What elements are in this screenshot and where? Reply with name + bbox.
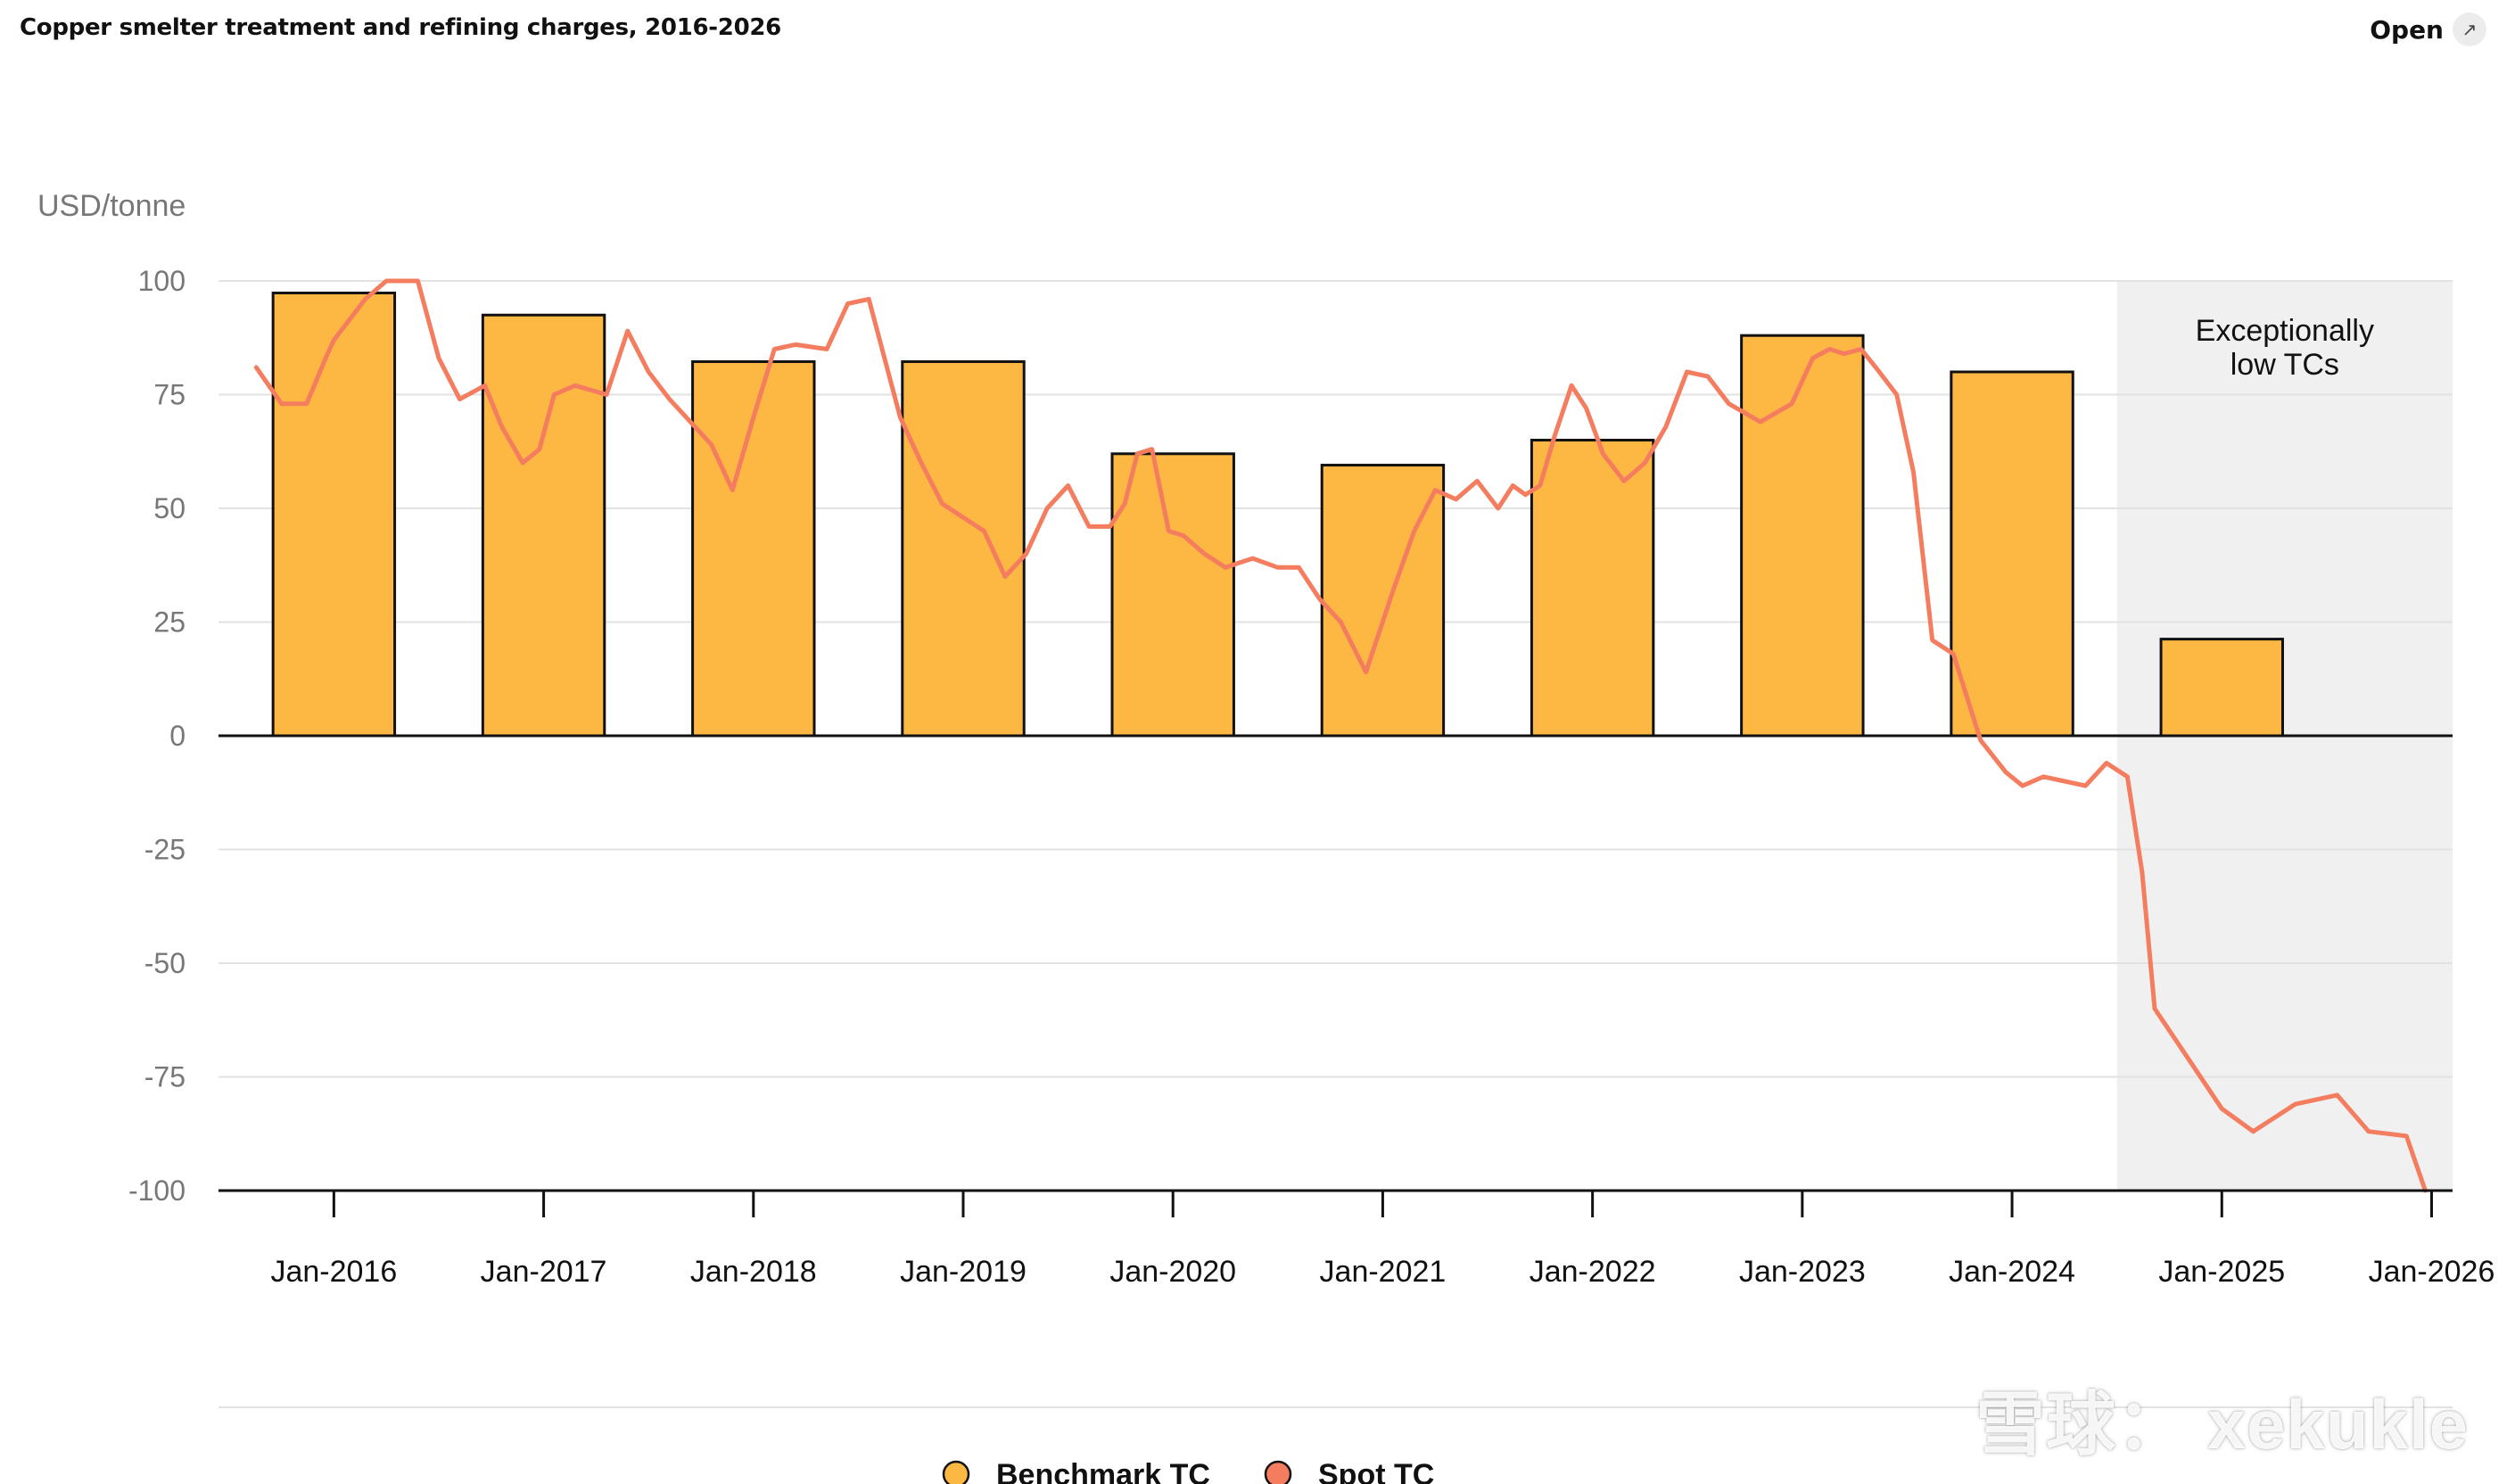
x-tick-label: Jan-2020 <box>1109 1255 1236 1289</box>
chart-title: Copper smelter treatment and refining ch… <box>20 14 781 41</box>
x-tick-label: Jan-2016 <box>270 1255 397 1289</box>
y-tick-label: -75 <box>144 1061 186 1093</box>
x-tick-label: Jan-2025 <box>2158 1255 2285 1289</box>
benchmark-bar <box>1530 439 1655 738</box>
y-tick-label: 100 <box>138 265 186 297</box>
x-tick-label: Jan-2026 <box>2369 1255 2495 1289</box>
legend-benchmark-label: Benchmark TC <box>996 1458 1210 1484</box>
watermark: 雪球： xekukle <box>1975 1385 2469 1463</box>
benchmark-bar <box>1740 334 1865 738</box>
legend-spot-swatch <box>1264 1460 1292 1484</box>
y-tick-label: -100 <box>128 1175 186 1207</box>
spot-tc-line <box>253 278 2428 1193</box>
benchmark-bar <box>2159 638 2284 738</box>
y-tick-label: 25 <box>153 606 186 639</box>
y-axis-label: USD/tonne <box>37 189 186 223</box>
annotation-label-line1: Exceptionally <box>2196 314 2374 348</box>
x-tick-label: Jan-2017 <box>481 1255 607 1289</box>
legend-benchmark-swatch <box>942 1460 970 1484</box>
y-tick-label: -25 <box>144 834 186 866</box>
legend: Benchmark TC Spot TC <box>942 1458 1434 1484</box>
benchmark-bar <box>271 292 397 738</box>
legend-spot-label: Spot TC <box>1318 1458 1434 1484</box>
x-tick-label: Jan-2023 <box>1739 1255 1866 1289</box>
x-axis: Jan-2016 Jan-2017 Jan-2018 Jan-2019 Jan-2020… <box>270 1191 2494 1289</box>
benchmark-bar <box>481 313 606 738</box>
benchmark-bar <box>901 360 1026 738</box>
open-button[interactable]: Open ↗ <box>2370 12 2486 46</box>
x-tick-label: Jan-2022 <box>1530 1255 1656 1289</box>
annotation-label-line2: low TCs <box>2231 348 2339 382</box>
expand-arrow-icon: ↗ <box>2453 12 2486 46</box>
x-tick-label: Jan-2018 <box>690 1255 817 1289</box>
y-tick-label: -50 <box>144 947 186 979</box>
y-tick-label: 50 <box>153 492 186 524</box>
y-tick-label: 0 <box>169 720 186 752</box>
x-tick-label: Jan-2024 <box>1949 1255 2075 1289</box>
x-tick-label: Jan-2019 <box>900 1255 1027 1289</box>
benchmark-bars <box>271 292 2284 738</box>
open-label: Open <box>2370 14 2444 45</box>
y-axis: 100 75 50 25 0 -25 -50 -75 -100 <box>128 265 186 1207</box>
x-tick-label: Jan-2021 <box>1320 1255 1447 1289</box>
benchmark-bar <box>1110 452 1235 738</box>
benchmark-bar <box>1950 370 2074 738</box>
y-tick-label: 75 <box>153 379 186 411</box>
